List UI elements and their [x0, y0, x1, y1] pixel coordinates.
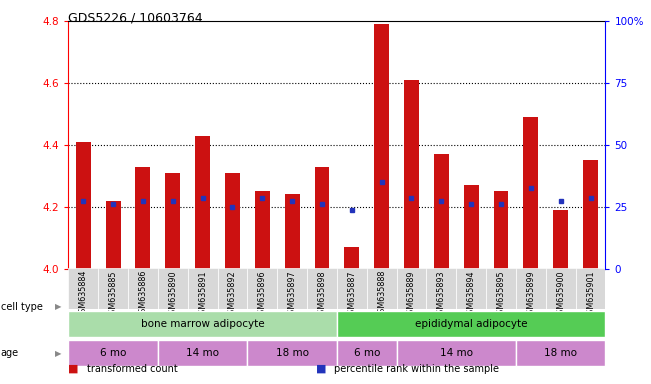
- Bar: [76, 142, 90, 269]
- Text: ■: ■: [68, 364, 79, 374]
- Bar: [217, 268, 247, 309]
- Bar: [575, 268, 605, 309]
- Bar: [128, 268, 158, 309]
- Bar: [314, 167, 329, 269]
- Bar: [523, 117, 538, 269]
- Text: GSM635899: GSM635899: [527, 270, 535, 319]
- Text: GSM635890: GSM635890: [169, 270, 177, 319]
- Text: GSM635894: GSM635894: [467, 270, 476, 319]
- Bar: [583, 161, 598, 269]
- Text: GSM635892: GSM635892: [228, 270, 237, 319]
- Bar: [404, 80, 419, 269]
- Text: GSM635888: GSM635888: [377, 270, 386, 318]
- Bar: [68, 311, 337, 337]
- Bar: [247, 268, 277, 309]
- Bar: [464, 185, 478, 269]
- Bar: [255, 191, 270, 269]
- Bar: [434, 154, 449, 269]
- Bar: [158, 340, 247, 366]
- Bar: [546, 268, 575, 309]
- Bar: [195, 136, 210, 269]
- Bar: [367, 268, 396, 309]
- Text: GSM635885: GSM635885: [109, 270, 118, 319]
- Text: GSM635889: GSM635889: [407, 270, 416, 319]
- Bar: [396, 268, 426, 309]
- Text: 14 mo: 14 mo: [439, 348, 473, 358]
- Bar: [187, 268, 217, 309]
- Bar: [337, 311, 605, 337]
- Text: GSM635887: GSM635887: [348, 270, 356, 319]
- Text: ■: ■: [316, 364, 326, 374]
- Text: GSM635884: GSM635884: [79, 270, 88, 318]
- Text: ▶: ▶: [55, 349, 62, 358]
- Text: percentile rank within the sample: percentile rank within the sample: [334, 364, 499, 374]
- Text: GSM635901: GSM635901: [586, 270, 595, 319]
- Text: GSM635897: GSM635897: [288, 270, 297, 319]
- Bar: [247, 340, 337, 366]
- Text: GSM635898: GSM635898: [318, 270, 326, 319]
- Bar: [68, 340, 158, 366]
- Text: bone marrow adipocyte: bone marrow adipocyte: [141, 319, 264, 329]
- Bar: [284, 194, 299, 269]
- Text: GSM635896: GSM635896: [258, 270, 267, 319]
- Bar: [374, 24, 389, 269]
- Text: transformed count: transformed count: [87, 364, 177, 374]
- Text: GSM635895: GSM635895: [497, 270, 505, 319]
- Bar: [486, 268, 516, 309]
- Text: age: age: [1, 348, 19, 358]
- Bar: [165, 173, 180, 269]
- Bar: [98, 268, 128, 309]
- Bar: [426, 268, 456, 309]
- Text: 14 mo: 14 mo: [186, 348, 219, 358]
- Bar: [516, 268, 546, 309]
- Text: GDS5226 / 10603764: GDS5226 / 10603764: [68, 12, 203, 25]
- Text: 18 mo: 18 mo: [275, 348, 309, 358]
- Bar: [68, 268, 98, 309]
- Text: GSM635891: GSM635891: [198, 270, 207, 319]
- Bar: [456, 268, 486, 309]
- Bar: [344, 247, 359, 269]
- Bar: [337, 340, 396, 366]
- Bar: [225, 173, 240, 269]
- Text: epididymal adipocyte: epididymal adipocyte: [415, 319, 527, 329]
- Bar: [553, 210, 568, 269]
- Bar: [105, 201, 120, 269]
- Bar: [337, 268, 367, 309]
- Text: ▶: ▶: [55, 302, 62, 311]
- Bar: [277, 268, 307, 309]
- Text: 18 mo: 18 mo: [544, 348, 577, 358]
- Text: GSM635893: GSM635893: [437, 270, 446, 319]
- Bar: [396, 340, 516, 366]
- Text: GSM635886: GSM635886: [139, 270, 147, 318]
- Bar: [516, 340, 605, 366]
- Bar: [135, 167, 150, 269]
- Text: 6 mo: 6 mo: [100, 348, 126, 358]
- Text: 6 mo: 6 mo: [353, 348, 380, 358]
- Bar: [493, 191, 508, 269]
- Text: GSM635900: GSM635900: [556, 270, 565, 319]
- Bar: [158, 268, 187, 309]
- Text: cell type: cell type: [1, 302, 42, 312]
- Bar: [307, 268, 337, 309]
